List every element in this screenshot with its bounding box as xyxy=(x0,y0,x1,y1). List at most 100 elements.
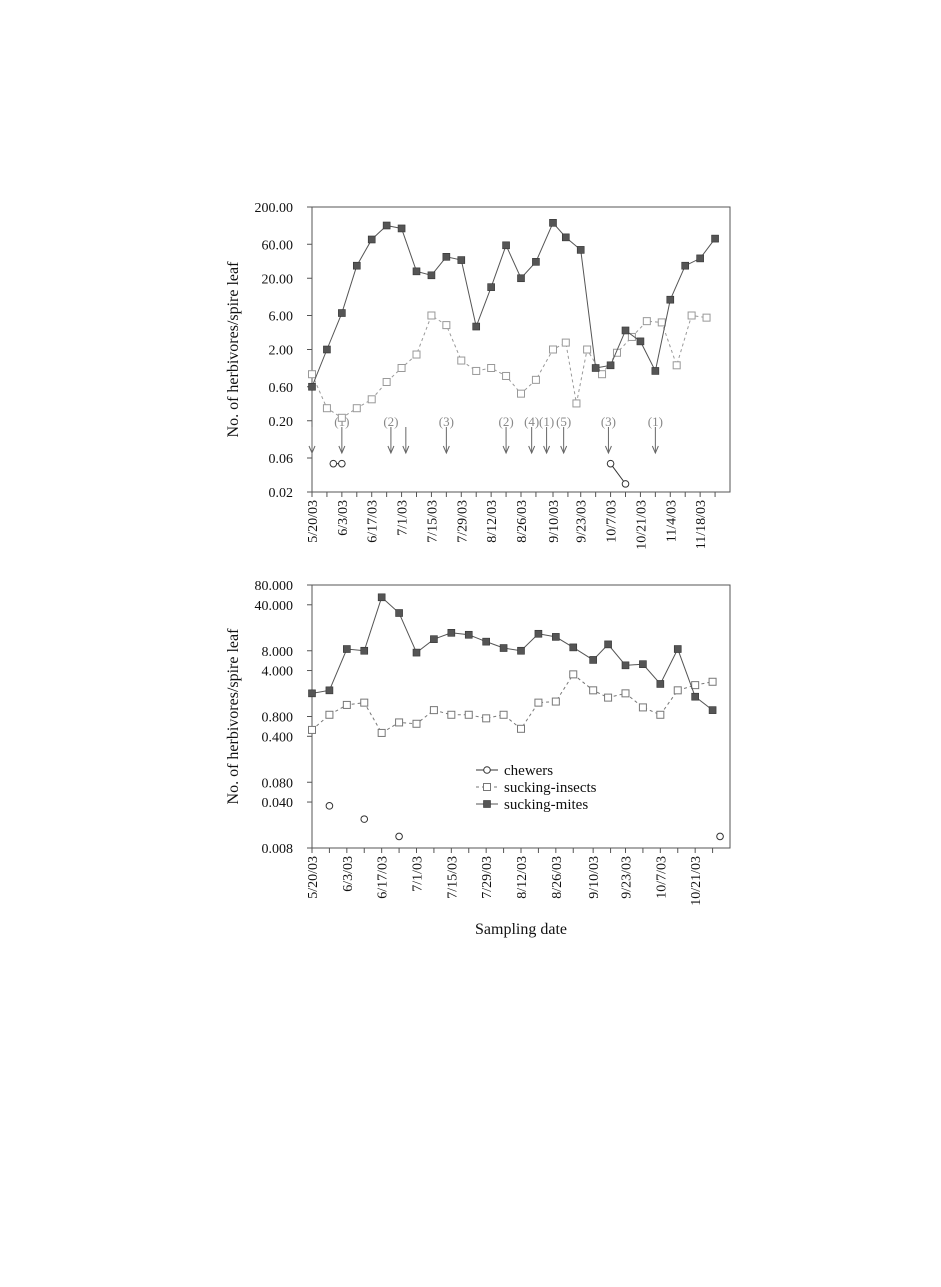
p1-insects-point-16 xyxy=(589,686,598,695)
p1-mites-point-11 xyxy=(499,644,508,652)
p0-insects-point-13 xyxy=(502,371,511,380)
p1-x-tick-label-10: 10/7/03 xyxy=(654,856,669,899)
p0-spray-label-2: (2) xyxy=(383,414,398,429)
p0-mites-point-14 xyxy=(517,274,525,283)
p1-insects-point-9 xyxy=(464,710,473,719)
p0-mites-point-19 xyxy=(591,364,600,372)
p1-insects-point-17 xyxy=(604,693,613,702)
p1-y-tick-label-6: 8.000 xyxy=(262,645,294,660)
p0-y-tick-label-7: 60.00 xyxy=(262,238,294,253)
p0-mites-point-4 xyxy=(367,235,376,244)
p1-mites-point-22 xyxy=(691,692,699,701)
p0-chewers-point-2 xyxy=(606,459,615,468)
p0-insects-point-7 xyxy=(412,350,421,359)
p0-mites-point-18 xyxy=(576,246,585,254)
p1-mites-point-legend xyxy=(483,800,491,808)
p0-mites-point-2 xyxy=(338,309,346,317)
p0-mites-point-17 xyxy=(561,233,570,242)
p0-spray-arrow-8 xyxy=(560,427,568,455)
p1-x-tick-label-11: 10/21/03 xyxy=(689,856,704,906)
p0-insects-point-17 xyxy=(561,338,570,347)
p0-series-sucking-mites xyxy=(308,219,719,391)
p0-x-tick-label-5: 7/29/03 xyxy=(455,500,470,543)
p1-y-tick-label-4: 0.800 xyxy=(262,711,294,726)
p1-x-tick-label-4: 7/15/03 xyxy=(445,856,460,899)
p1-insects-point-18 xyxy=(621,689,630,698)
p0-mites-point-3 xyxy=(352,261,361,270)
p0-y-tick-label-1: 0.06 xyxy=(269,452,294,467)
p0-insects-point-1 xyxy=(322,404,331,413)
p0-insects-point-20 xyxy=(598,370,607,379)
p1-mites-point-21 xyxy=(673,645,682,653)
legend-label-sucking-insects: sucking-insects xyxy=(504,780,597,796)
p1-series-sucking-insects xyxy=(308,670,717,737)
p1-y-tick-label-3: 0.400 xyxy=(262,730,294,745)
p1-mites-point-23 xyxy=(708,706,717,714)
p1-mites-point-4 xyxy=(377,593,386,602)
p0-chewers-segment-1 xyxy=(610,463,626,485)
p0-mites-point-1 xyxy=(323,345,331,354)
p0-x-tick-label-0: 5/20/03 xyxy=(306,500,321,543)
p0-series-chewers xyxy=(329,459,630,488)
p0-spray-arrow-2 xyxy=(387,427,395,455)
p1-mites-point-5 xyxy=(395,609,403,617)
p1-insects-point-4 xyxy=(377,728,386,737)
p0-y-tick-label-8: 200.00 xyxy=(255,201,294,216)
p1-insects-point-8 xyxy=(447,710,456,719)
p1-mites-point-13 xyxy=(534,629,543,638)
p1-x-tick-label-2: 6/17/03 xyxy=(376,856,391,899)
p0-spray-arrow-4 xyxy=(442,427,450,455)
p1-insects-point-6 xyxy=(412,719,421,728)
p0-mites-point-26 xyxy=(696,254,704,263)
p0-spray-arrow-6 xyxy=(528,427,536,455)
p0-x-tick-label-4: 7/15/03 xyxy=(425,500,440,543)
p0-mites-point-8 xyxy=(427,271,436,280)
p0-y-tick-label-3: 0.60 xyxy=(269,381,294,396)
p0-insects-point-8 xyxy=(427,311,436,320)
p0-mites-point-10 xyxy=(457,256,466,264)
p1-mites-point-1 xyxy=(325,686,334,695)
p1-x-tick-label-7: 8/26/03 xyxy=(550,856,565,899)
p1-x-tick-label-0: 5/20/03 xyxy=(306,856,321,899)
p0-spray-arrow-3 xyxy=(402,427,410,455)
p0-mites-point-11 xyxy=(472,322,481,331)
p0-y-tick-label-5: 6.00 xyxy=(269,310,294,325)
p0-mites-point-15 xyxy=(532,258,540,266)
p0-y-tick-label-0: 0.02 xyxy=(269,486,294,501)
bottom-chart: 0.008 0.040 0.080 0.400 0.800 4.000 8.000 40.00… xyxy=(225,579,731,938)
p0-mites-point-21 xyxy=(621,326,630,335)
p1-insects-point-0 xyxy=(308,725,316,734)
p1-y-tick-label-8: 80.000 xyxy=(255,579,294,594)
p0-insects-point-3 xyxy=(352,404,361,413)
p1-insects-point-3 xyxy=(360,698,369,707)
p0-chewers-point-3 xyxy=(621,480,630,488)
p1-y-tick-label-7: 40.000 xyxy=(255,599,294,614)
p1-chewers-point-3 xyxy=(716,832,724,841)
p1-insects-point-14 xyxy=(551,697,560,706)
p0-mites-point-9 xyxy=(442,253,451,261)
p1-insects-point-22 xyxy=(691,681,700,690)
p1-insects-point-13 xyxy=(534,698,543,707)
p1-mites-point-9 xyxy=(464,630,473,639)
p1-insects-point-5 xyxy=(395,718,404,727)
p0-spray-arrow-1 xyxy=(338,427,346,455)
p1-mites-point-3 xyxy=(360,646,369,655)
p0-mites-point-22 xyxy=(636,337,645,346)
p0-mites-point-23 xyxy=(651,367,660,375)
p0-spray-arrow-5 xyxy=(502,427,510,455)
p0-insects-point-22 xyxy=(627,332,636,341)
p1-mites-point-7 xyxy=(430,635,438,643)
p0-insects-point-2 xyxy=(337,413,346,422)
p0-x-tick-label-1: 6/3/03 xyxy=(336,500,351,536)
p0-spray-arrow-9 xyxy=(604,427,612,455)
legend-entry-sucking-insects: sucking-insects xyxy=(476,780,597,796)
p0-chewers-point-0 xyxy=(329,459,338,468)
p0-mites-point-16 xyxy=(549,219,557,227)
p1-chewers-point-2 xyxy=(395,832,403,841)
p1-chewers-point-legend xyxy=(483,766,491,774)
p1-x-axis-label: Sampling date xyxy=(475,921,567,938)
p0-spray-arrow-7 xyxy=(543,427,551,455)
p1-x-tick-label-5: 7/29/03 xyxy=(480,856,495,899)
